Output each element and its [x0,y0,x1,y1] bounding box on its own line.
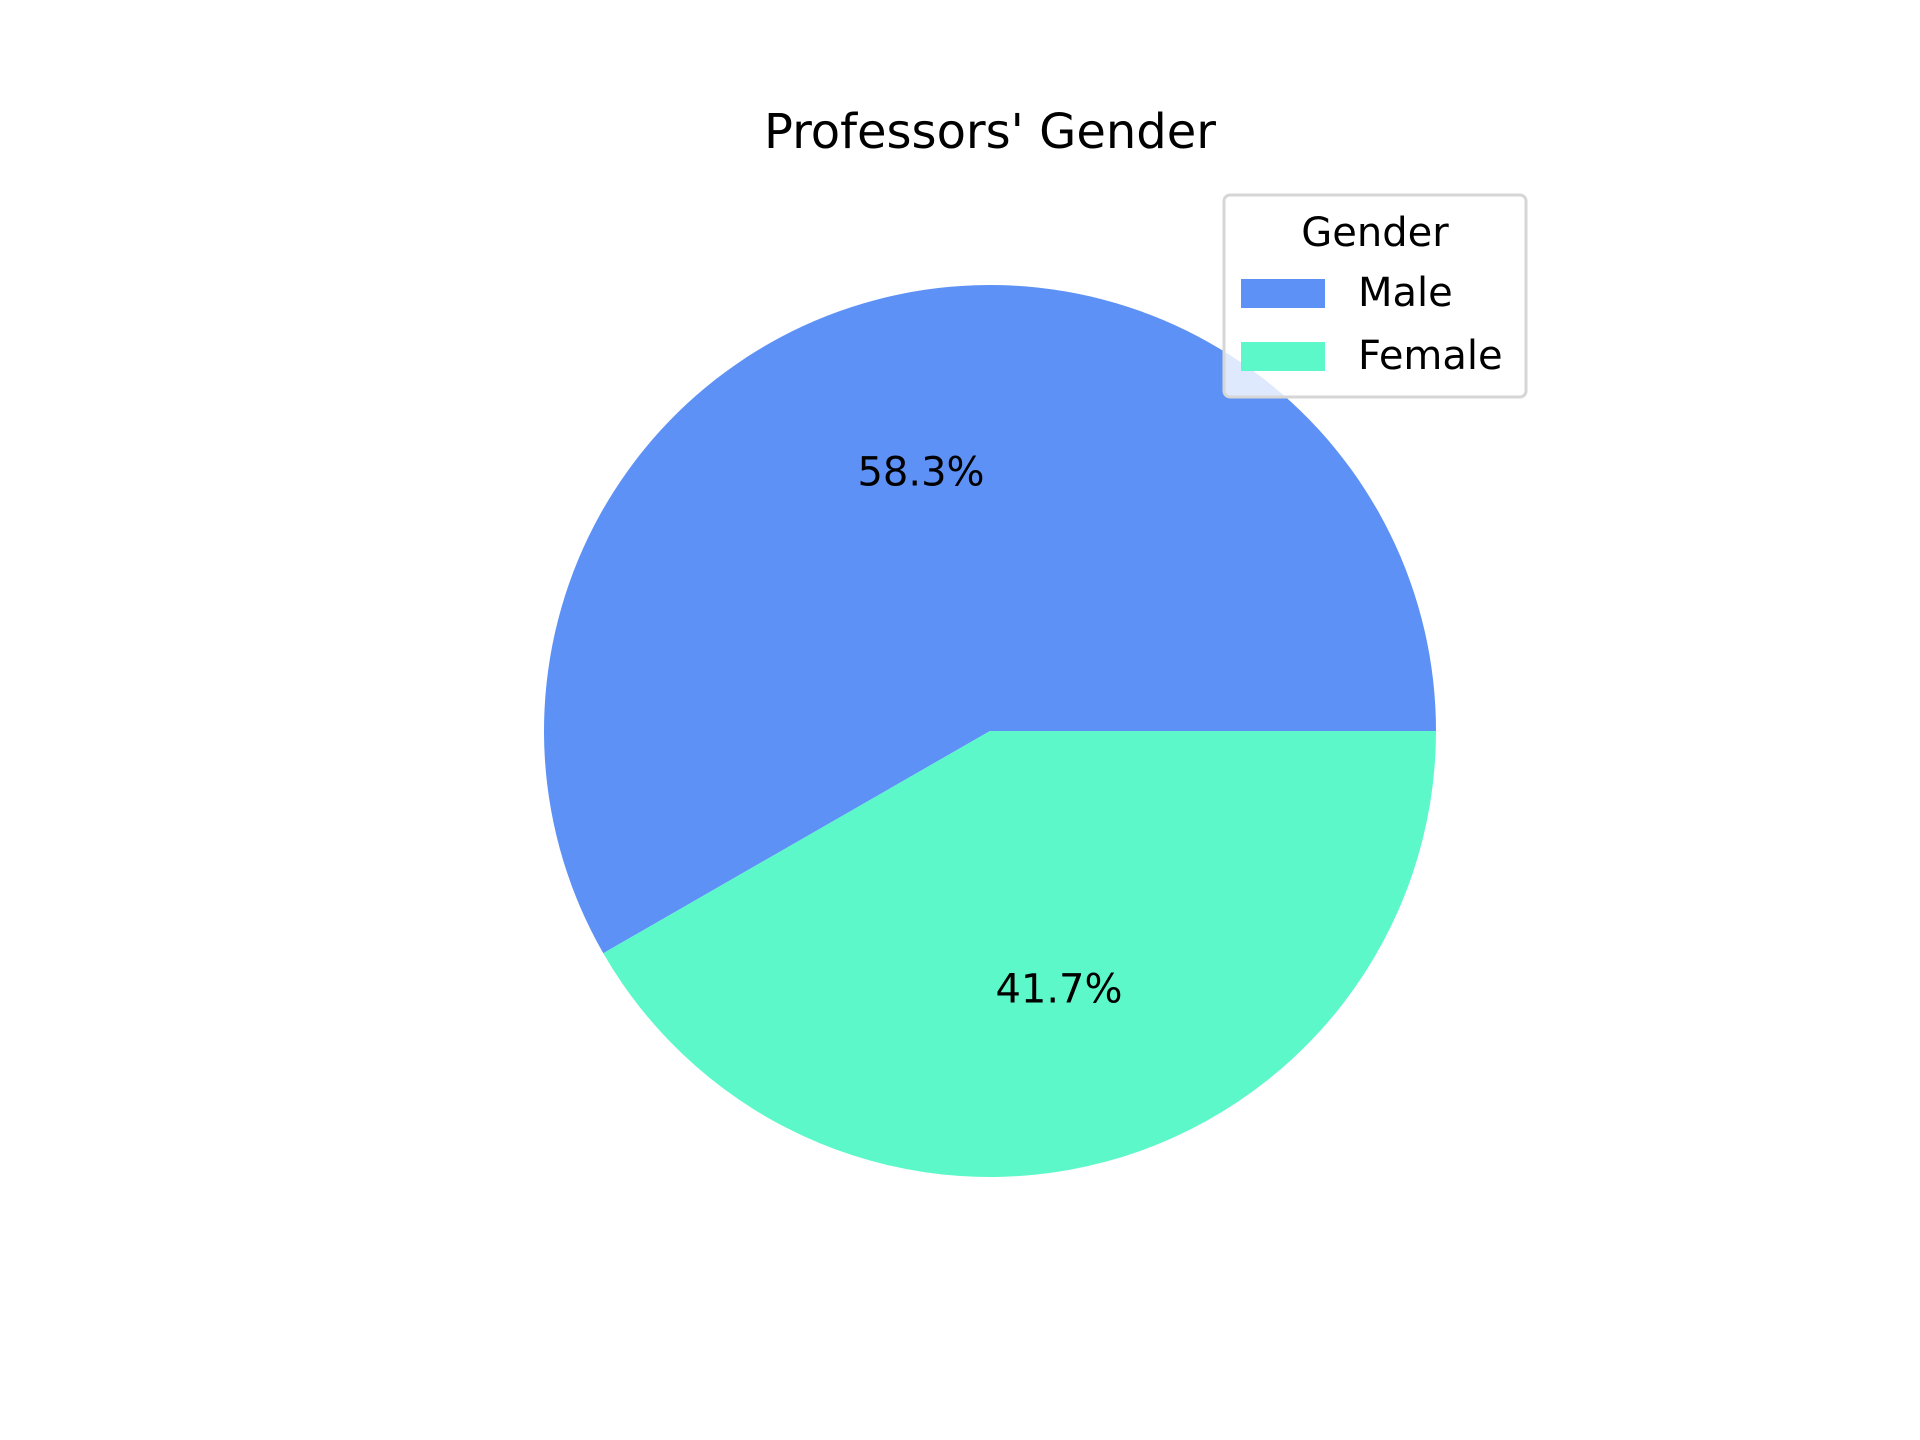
pie-slice-label-female: 41.7% [995,967,1122,1013]
chart-title: Professors' Gender [764,104,1216,160]
legend-label-female: Female [1358,333,1503,379]
pie-slices [544,285,1436,1178]
legend-label-male: Male [1358,270,1453,316]
pie-slice-labels: 58.3% 41.7% [857,449,1122,1012]
pie-slice-female [603,731,1436,1178]
legend: Gender Male Female [1222,193,1528,399]
legend-items: Male Female [1241,270,1503,379]
legend-title: Gender [1301,210,1449,256]
pie-slice-male [544,285,1436,954]
pie-slice-label-male: 58.3% [857,449,984,495]
legend-swatch-male [1241,279,1325,308]
legend-swatch-female [1241,342,1325,371]
